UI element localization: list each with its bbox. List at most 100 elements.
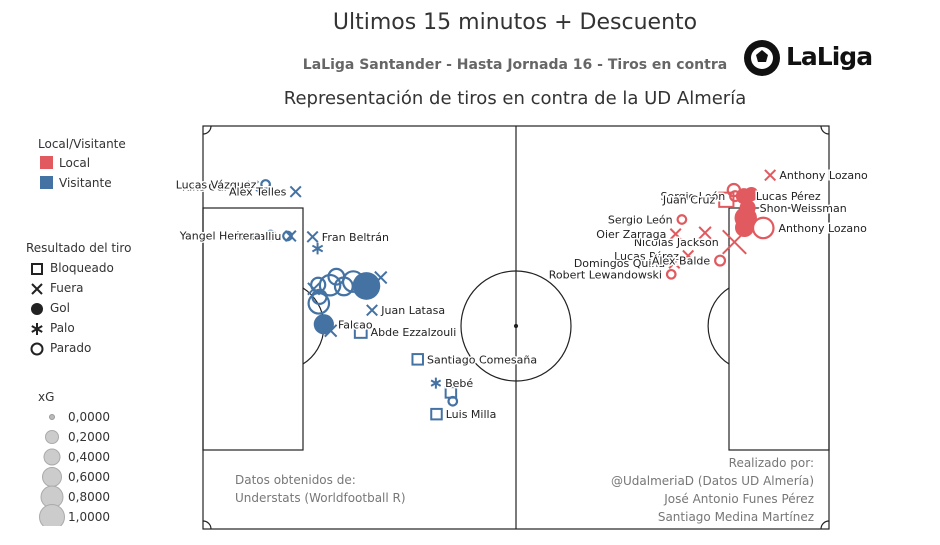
xg-label-3: 0,6000 [68,470,110,484]
xg-size-2 [43,448,61,466]
legend-xg-circles [39,414,65,526]
legend-result-title: Resultado del tiro [26,241,132,255]
shot-off-target-marker [722,229,747,255]
shot-player-label: Lucas Pérez [614,250,679,263]
credits-line-3: José Antonio Funes Pérez [664,492,814,506]
shot-off-target-marker [682,249,695,262]
legend-visitante-swatch [40,176,53,189]
xg-label-0: 0,0000 [68,410,110,424]
shot-player-label: Álex Balde [652,255,710,268]
legend-gol-label: Gol [50,301,70,315]
shot-player-label: Robert Lewandowski [549,268,662,281]
chart-title: Ultimos 15 minutos + Descuento [332,10,698,35]
pitch-lines [202,125,830,530]
shot-blocked-marker [353,325,368,339]
shot-player-label: Lucas Pérez [756,190,821,203]
shot-player-label: Falcao [338,318,373,331]
shot-player-label: Juan Latasa [380,304,445,317]
corner-arc-bl [202,520,212,530]
shot-player-label: Santiago Comesaña [427,353,537,366]
xg-size-0 [49,414,55,420]
shot-player-label: Nicolas Jackson [634,236,719,249]
shot-saved-marker [282,230,293,242]
shot-player-label: Anthony Lozano [778,222,867,235]
center-spot [513,323,519,329]
shots-layer [247,169,777,421]
legend-fuera-label: Fuera [50,281,84,295]
xg-size-1 [45,430,59,444]
shot-saved-marker [260,179,271,190]
credits-line-4: Santiago Medina Martínez [657,510,814,524]
shot-goal-marker [734,218,754,238]
shot-player-label: Domingos Quina [574,257,665,270]
open-circle-icon [30,342,44,356]
legend-team-title: Local/Visitante [38,137,126,151]
legend-visitante: Visitante [40,176,112,192]
corner-arc-br [820,520,830,530]
shot-off-target-marker [668,257,681,269]
xg-size-5 [39,504,65,526]
shot-saved-marker [307,291,331,315]
xg-label-4: 0,8000 [68,490,110,504]
xg-label-1: 0,2000 [68,430,110,444]
shot-saved-marker [714,254,727,267]
laliga-logo-text: LaLiga [786,42,873,71]
cross-icon [31,283,43,295]
credits-line-1: Realizado por: [728,456,814,470]
pitch-title: Representación de tiros en contra de la … [283,88,747,109]
shot-player-label: Yangel Herrera [179,230,261,243]
left-penalty-area [202,207,304,451]
shot-blocked-marker [718,191,735,208]
laliga-ball-icon [744,40,780,76]
shot-player-label: Iván Balliu [224,230,281,243]
shot-off-target-marker [306,230,319,243]
shot-saved-marker [665,268,677,280]
shot-goal-marker [744,186,759,202]
legend-local-label: Local [59,156,91,170]
shot-player-label: Lucas Vázquez [176,178,257,191]
credits-note: Realizado por: @UdalmeriaD (Datos UD Alm… [611,454,814,526]
shot-saved-marker [676,214,688,225]
filled-circle-icon [31,303,43,315]
shot-saved-marker [264,229,277,242]
xg-label-5: 1,0000 [68,510,110,524]
shot-player-label: Abde Ezzalzouli [371,326,457,339]
legend-xg-title: xG [38,390,55,404]
source-note: Datos obtenidos de: Understats (Worldfoo… [235,471,406,507]
xg-label-2: 0,4000 [68,450,110,464]
legend-bloqueado-label: Bloqueado [50,261,114,275]
corner-arc-tl [202,125,212,135]
shot-player-label: Luis Milla [446,408,497,421]
shot-player-label: Anthony Lozano [779,169,868,182]
shot-post-marker [311,242,324,255]
shot-player-label: Sergio León [660,190,725,203]
legend-local: Local [40,156,90,172]
shot-player-label: Sergio León [608,213,673,226]
shot-off-target-marker [247,180,260,193]
shot-player-label: Bebé [445,377,473,390]
square-icon [31,263,43,275]
shot-saved-marker [447,395,459,407]
legend-parado-label: Parado [50,341,92,355]
shot-off-target-marker [366,304,378,317]
shot-saved-marker [751,216,775,240]
shot-player-label: Shon Weissman [760,202,847,215]
shot-off-target-marker [698,226,712,240]
legend-visitante-label: Visitante [59,176,112,190]
right-penalty-arc [707,287,730,365]
shot-goal-marker [352,272,381,300]
source-note-line-1: Datos obtenidos de: [235,473,356,487]
source-note-line-2: Understats (Worldfootball R) [235,491,406,505]
shot-off-target-marker [669,228,682,240]
shot-player-label: Fran Beltrán [322,231,389,244]
shot-player-label: Kike García [182,180,244,193]
shot-off-target-marker [324,324,338,338]
laliga-logo: LaLiga [742,38,877,82]
shot-player-label: Alex Telles [229,186,287,199]
credits-line-2: @UdalmeriaD (Datos UD Almería) [611,474,814,488]
corner-arc-tr [820,125,830,135]
shot-blocked-marker [411,353,424,366]
shot-off-target-marker [289,185,302,198]
